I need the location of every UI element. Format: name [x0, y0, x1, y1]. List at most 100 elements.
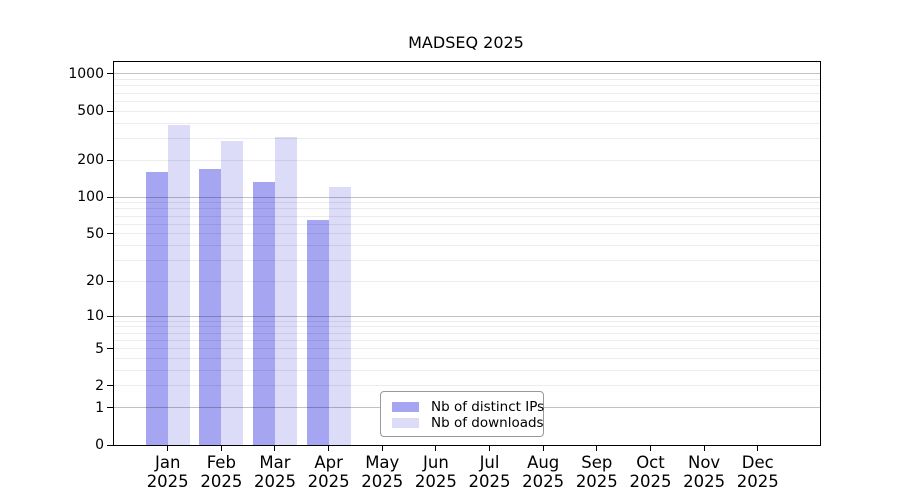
gridline-800 [114, 85, 820, 87]
gridline-4 [114, 358, 820, 360]
y-tick-200 [107, 159, 113, 161]
x-label-year: 2025 [146, 472, 189, 491]
x-label-month: Dec [741, 453, 774, 472]
x-label-month: Jun [423, 453, 449, 472]
y-tick-label-100: 100 [77, 189, 104, 206]
bar-mar-distinct-ips [252, 181, 275, 445]
x-tick-label-nov: Nov 2025 [672, 453, 736, 491]
x-label-year: 2025 [414, 472, 457, 491]
y-tick-label-0: 0 [95, 437, 104, 453]
bar-mar-downloads [274, 136, 297, 445]
y-tick-label-1: 1 [95, 399, 104, 416]
y-tick-1000 [107, 73, 113, 75]
gridline-100 [114, 196, 820, 198]
x-label-month: Sep [581, 453, 613, 472]
x-label-year: 2025 [200, 472, 243, 491]
gridline-1000 [114, 73, 820, 75]
y-tick-5 [107, 348, 113, 350]
x-tick-label-oct: Oct 2025 [618, 453, 682, 491]
x-tick-aug [542, 445, 544, 451]
bar-apr-distinct-ips [306, 219, 329, 445]
gridline-500 [114, 110, 820, 112]
gridline-80 [114, 208, 820, 210]
gridline-70 [114, 215, 820, 217]
chart-title: MADSEQ 2025 [408, 33, 524, 52]
legend-swatch-downloads [392, 417, 419, 428]
x-tick-label-mar: Mar 2025 [243, 453, 307, 491]
bar-feb-distinct-ips [199, 168, 222, 445]
x-tick-may [381, 445, 383, 451]
legend-swatch-distinct-ips [392, 401, 419, 412]
gridline-900 [114, 79, 820, 81]
x-tick-label-apr: Apr 2025 [297, 453, 361, 491]
x-tick-label-sep: Sep 2025 [565, 453, 629, 491]
y-tick-label-2: 2 [95, 377, 104, 394]
legend-item-distinct-ips: Nb of distinct IPs [392, 399, 544, 415]
y-tick-50 [107, 233, 113, 235]
y-tick-label-200: 200 [77, 152, 104, 169]
legend-item-downloads: Nb of downloads [392, 415, 544, 431]
x-label-month: Aug [527, 453, 560, 472]
x-tick-mar [274, 445, 276, 451]
x-tick-label-jan: Jan 2025 [136, 453, 200, 491]
x-tick-label-jul: Jul 2025 [458, 453, 522, 491]
gridline-600 [114, 100, 820, 102]
y-tick-2 [107, 385, 113, 387]
x-tick-label-aug: Aug 2025 [511, 453, 575, 491]
gridline-10 [114, 315, 820, 317]
gridline-7 [114, 332, 820, 334]
x-tick-apr [328, 445, 330, 451]
gridline-200 [114, 159, 820, 161]
x-label-month: Apr [314, 453, 343, 472]
x-label-year: 2025 [736, 472, 779, 491]
x-label-year: 2025 [361, 472, 404, 491]
y-tick-label-20: 20 [86, 273, 104, 290]
gridline-60 [114, 223, 820, 225]
gridline-20 [114, 280, 820, 282]
x-tick-label-may: May 2025 [350, 453, 414, 491]
x-label-month: Feb [206, 453, 236, 472]
gridline-3 [114, 370, 820, 372]
y-tick-label-500: 500 [77, 103, 104, 120]
x-label-year: 2025 [468, 472, 511, 491]
y-tick-0 [107, 444, 113, 446]
x-label-year: 2025 [683, 472, 726, 491]
y-tick-1 [107, 407, 113, 409]
x-tick-label-dec: Dec 2025 [726, 453, 790, 491]
x-tick-dec [757, 445, 759, 451]
x-label-year: 2025 [575, 472, 618, 491]
y-tick-label-10: 10 [86, 308, 104, 325]
x-tick-label-feb: Feb 2025 [189, 453, 253, 491]
gridline-50 [114, 233, 820, 235]
x-tick-nov [703, 445, 705, 451]
y-tick-label-1000: 1000 [68, 65, 104, 82]
y-tick-500 [107, 110, 113, 112]
x-label-month: Mar [259, 453, 291, 472]
x-label-year: 2025 [629, 472, 672, 491]
x-label-year: 2025 [253, 472, 296, 491]
legend-label-distinct-ips: Nb of distinct IPs [431, 398, 545, 415]
y-tick-10 [107, 315, 113, 317]
gridline-90 [114, 202, 820, 204]
bar-jan-downloads [167, 125, 190, 445]
gridline-9 [114, 320, 820, 322]
x-label-month: Jan [154, 453, 181, 472]
gridline-30 [114, 260, 820, 262]
x-tick-jan [167, 445, 169, 451]
plot-area: 0 1 2 5 10 20 50 100 200 500 1000 Jan 2025 Feb 2025 Mar… [68, 61, 821, 491]
bar-apr-downloads [328, 186, 351, 445]
x-label-month: May [365, 453, 400, 472]
gridline-8 [114, 326, 820, 328]
x-label-year: 2025 [307, 472, 350, 491]
y-tick-100 [107, 196, 113, 198]
bar-feb-downloads [221, 140, 244, 445]
x-tick-label-jun: Jun 2025 [404, 453, 468, 491]
gridline-700 [114, 92, 820, 94]
legend-label-downloads: Nb of downloads [431, 414, 544, 431]
y-tick-label-50: 50 [86, 225, 104, 242]
gridline-300 [114, 138, 820, 139]
x-tick-sep [596, 445, 598, 451]
x-label-month: Nov [687, 453, 721, 472]
x-label-month: Oct [636, 453, 665, 472]
